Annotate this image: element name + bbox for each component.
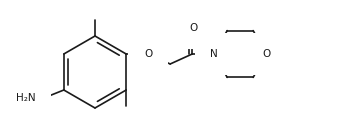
Text: O: O xyxy=(144,49,152,59)
Text: O: O xyxy=(262,49,270,59)
Text: H₂N: H₂N xyxy=(16,93,36,103)
Text: O: O xyxy=(189,23,197,33)
Text: N: N xyxy=(210,49,218,59)
